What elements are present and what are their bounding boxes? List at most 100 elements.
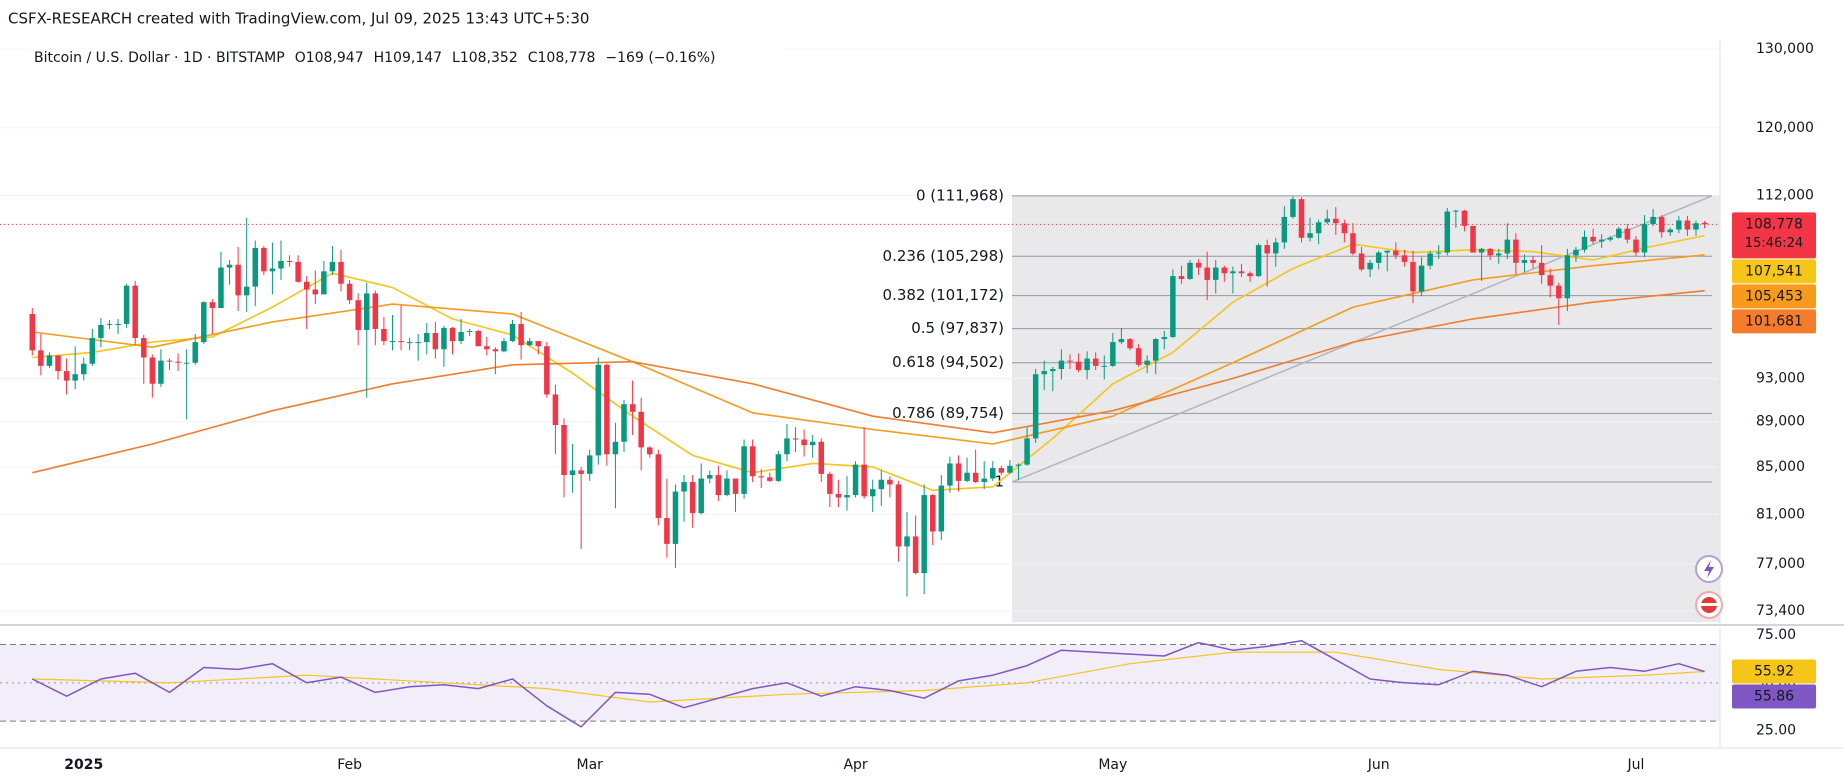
x-tick-label: Mar [577, 757, 604, 773]
y-tick-label: 112,000 [1756, 188, 1814, 204]
candle-body [1067, 360, 1073, 362]
fib-level-label: 0.786 (89,754) [892, 404, 1004, 422]
alert-icon-bolt [1704, 560, 1714, 578]
candle-body [869, 489, 876, 497]
candle-body [1101, 365, 1108, 367]
candle-body [1478, 248, 1485, 253]
candle-body [1290, 199, 1296, 217]
legend-open: O108,947 [295, 50, 364, 66]
candle-body [1564, 255, 1571, 299]
x-tick-label: May [1098, 757, 1127, 773]
candle-body [415, 342, 421, 344]
candle-body [664, 517, 670, 544]
candle-body [89, 338, 96, 364]
candle-body [1058, 360, 1065, 369]
candle-body [1684, 220, 1691, 230]
candle-body [518, 323, 524, 346]
candle-body [698, 478, 704, 514]
candle-body [1092, 358, 1099, 366]
flag-icon-stripe [1701, 603, 1717, 606]
rsi-tick-label: 75.00 [1756, 627, 1796, 643]
legend-high: H109,147 [374, 50, 442, 66]
candle-body [321, 271, 327, 295]
candle-body [1444, 211, 1451, 253]
candle-body [80, 363, 87, 375]
candle-body [1204, 267, 1210, 280]
candle-body [1624, 228, 1631, 240]
candle-body [192, 342, 198, 363]
candle-body [278, 260, 284, 269]
candle-body [149, 357, 156, 384]
candle-body [544, 346, 550, 395]
price-label: 107,541 [1745, 263, 1803, 279]
price-label-box [1732, 212, 1816, 259]
fib-level-label: 0.5 (97,837) [911, 319, 1004, 337]
candle-body [1496, 253, 1502, 256]
candle-body [1195, 262, 1202, 268]
candle-body [1007, 465, 1013, 473]
candle-body [1701, 222, 1708, 225]
legend-close: C108,778 [528, 50, 596, 66]
candle-body [235, 264, 241, 296]
candle-body [1255, 245, 1262, 277]
candle-body [209, 302, 216, 309]
candle-body [1281, 216, 1288, 243]
candle-body [921, 495, 927, 574]
candle-body [1110, 342, 1116, 366]
candle-body [466, 330, 473, 332]
candle-body [809, 441, 816, 446]
candle-body [243, 286, 250, 296]
countdown: 15:46:24 [1745, 236, 1803, 251]
candle-body [1144, 360, 1150, 365]
candle-body [852, 464, 859, 496]
candle-body [1616, 228, 1622, 238]
candle-body [1024, 438, 1030, 465]
candle-body [681, 482, 687, 492]
candle-body [1521, 260, 1528, 263]
candle-body [835, 493, 842, 498]
candle-body [46, 355, 53, 366]
candle-body [955, 463, 962, 481]
candle-body [1187, 262, 1193, 279]
price-label-box [1732, 284, 1816, 309]
candle-body [1247, 273, 1253, 277]
candle-body [1298, 199, 1305, 238]
candle-body [672, 491, 679, 544]
candle-body [741, 446, 747, 494]
candle-body [29, 313, 36, 351]
candle-body [55, 355, 61, 372]
candle-body [1410, 261, 1416, 292]
candle-body [887, 479, 893, 485]
candle-body [1032, 374, 1039, 439]
candle-body [1401, 255, 1408, 262]
candle-body [449, 327, 456, 342]
candle-body [1127, 339, 1133, 349]
candle-body [775, 454, 782, 481]
rsi-line [31, 639, 1705, 728]
candle-body [1273, 242, 1279, 254]
y-tick-label: 89,000 [1756, 414, 1805, 430]
y-tick-label: 73,400 [1756, 603, 1805, 619]
moving-average-line [32, 289, 1705, 474]
candle-body [1178, 276, 1185, 279]
candle-body [1573, 249, 1579, 256]
candle-body [1650, 216, 1656, 225]
fib-level-label: 0.618 (94,502) [892, 353, 1004, 371]
candle-body [1461, 210, 1468, 226]
symbol-title: Bitcoin / U.S. Dollar · 1D · BITSTAMP [34, 50, 285, 66]
candle-body [424, 332, 430, 343]
price-label: 105,453 [1745, 288, 1803, 304]
legend-backdrop [28, 44, 788, 72]
price-label-box [1732, 659, 1816, 684]
candle-body [1213, 267, 1219, 280]
candle-body [1333, 218, 1339, 224]
candle-body [1367, 262, 1373, 270]
candle-body [1393, 250, 1399, 256]
candle-layer [29, 196, 1708, 597]
candle-body [1641, 224, 1648, 253]
candle-body [749, 446, 756, 477]
candle-body [1418, 265, 1425, 292]
candle-body [201, 302, 207, 343]
candle-body [561, 425, 567, 476]
